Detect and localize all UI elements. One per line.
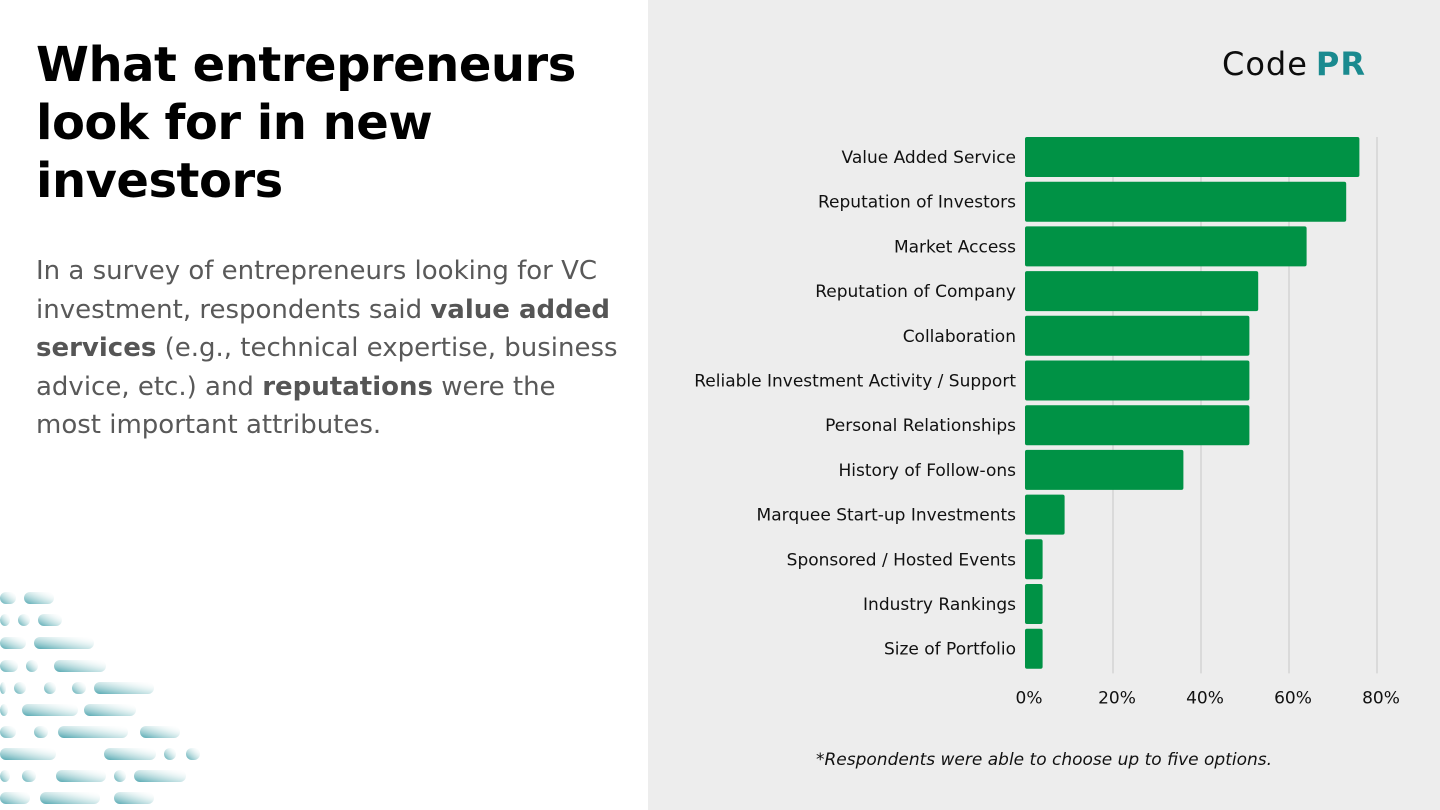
bar (1025, 405, 1250, 446)
category-label: Personal Relationships (825, 416, 1016, 436)
summary-bold-value-added: value added services (36, 294, 610, 364)
page-title: What entrepreneurs look for in new inves… (36, 37, 576, 209)
category-label: Sponsored / Hosted Events (787, 550, 1016, 570)
bar (1025, 226, 1307, 267)
category-label: Value Added Service (842, 148, 1016, 168)
bar (1025, 449, 1184, 490)
decorative-dots-graphic (0, 592, 200, 804)
right-panel (648, 0, 1440, 810)
bar (1025, 628, 1043, 669)
category-label: Reliable Investment Activity / Support (694, 372, 1016, 392)
footnote: *Respondents were able to choose up to f… (815, 750, 1273, 770)
category-label: Market Access (894, 237, 1016, 257)
chart-x-ticks: 0% 20% 40% 60% 80% (1016, 688, 1400, 708)
category-label: History of Follow-ons (839, 461, 1017, 481)
codepr-logo: Code PR (1222, 42, 1366, 86)
chart-category-labels: Value Added Service Reputation of Investo… (694, 148, 1016, 660)
bar (1025, 494, 1065, 535)
bar (1025, 539, 1043, 580)
x-tick-label: 0% (1016, 688, 1043, 708)
x-tick-label: 20% (1098, 688, 1136, 708)
bar (1025, 360, 1250, 401)
bar (1025, 137, 1360, 177)
logo-text-pr: PR (1315, 45, 1367, 83)
category-label: Marquee Start-up Investments (757, 506, 1017, 526)
category-label: Size of Portfolio (884, 640, 1016, 660)
summary-part-3: were the most important attributes. (36, 371, 556, 441)
x-tick-label: 80% (1362, 688, 1400, 708)
left-panel: What entrepreneurs look for in new inves… (0, 0, 648, 810)
x-tick-label: 60% (1274, 688, 1312, 708)
category-label: Industry Rankings (863, 595, 1016, 615)
summary-part-2: (e.g., technical expertise, business adv… (36, 333, 618, 402)
bar-chart: Value Added Service Reputation of Investo… (694, 137, 1400, 708)
x-tick-label: 40% (1186, 688, 1224, 708)
summary-bold-reputations: reputations (262, 371, 433, 402)
category-label: Reputation of Company (815, 282, 1016, 302)
bar (1025, 584, 1043, 624)
bar (1025, 271, 1259, 312)
bar (1025, 181, 1347, 222)
bar (1025, 315, 1250, 356)
chart-bars (1025, 137, 1360, 669)
summary-text: In a survey of entrepreneurs looking for… (36, 252, 626, 445)
category-label: Collaboration (903, 327, 1016, 347)
summary-part-1: In a survey of entrepreneurs looking for… (36, 256, 598, 325)
category-label: Reputation of Investors (818, 193, 1016, 213)
logo-text-code: Code (1222, 45, 1308, 83)
